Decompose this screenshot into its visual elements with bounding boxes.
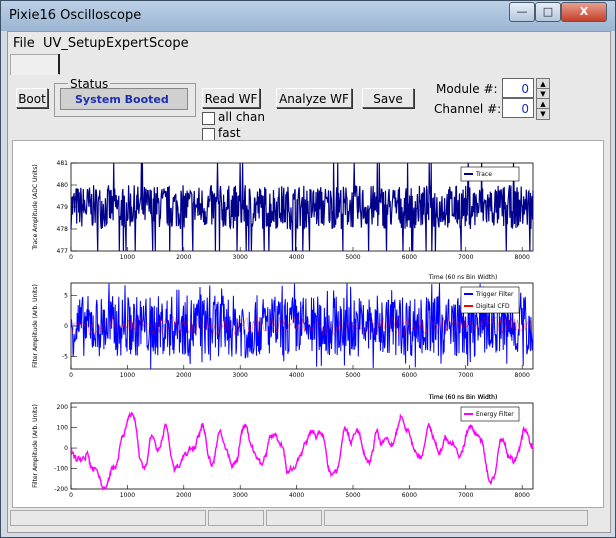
x-tick-label: 4000 [289, 254, 304, 261]
x-tick-label: 7000 [458, 254, 473, 261]
menu-file[interactable]: File [13, 36, 35, 51]
boot-button[interactable]: Boot [16, 88, 48, 108]
x-tick-label: 6000 [402, 372, 417, 379]
legend-entry: Trigger Filter [475, 291, 514, 298]
y-tick-label: 5 [64, 292, 68, 299]
x-tick-label: 3000 [233, 254, 248, 261]
read-wf-button[interactable]: Read WF [202, 88, 260, 108]
x-tick-label: 3000 [233, 492, 248, 499]
module-label: Module #: [436, 82, 498, 96]
status-bar-section-3 [266, 510, 322, 526]
x-tick-label: 0 [69, 254, 73, 261]
fast-label: fast [218, 126, 241, 140]
tab-divider [58, 54, 60, 74]
y-tick-label: 481 [57, 160, 69, 167]
y-tick-label: 479 [57, 204, 69, 211]
main-frame: File UV_Setup Expert Scope Boot Status S… [7, 31, 611, 533]
legend-entry: Digital CFD [476, 303, 510, 310]
x-tick-label: 3000 [233, 372, 248, 379]
legend-box [460, 286, 520, 314]
y-tick-label: 480 [57, 182, 69, 189]
title-bar: Pixie16 Oscilloscope — □ X [1, 1, 615, 31]
legend-box [460, 406, 520, 422]
window-title: Pixie16 Oscilloscope [9, 8, 142, 23]
x-tick-label: 1000 [120, 254, 135, 261]
maximize-button[interactable]: □ [535, 2, 561, 22]
legend-box [460, 166, 520, 182]
status-group [54, 83, 196, 117]
legend-entry: Energy Filter [476, 411, 514, 418]
y-tick-label: 478 [57, 226, 69, 233]
menu-scope[interactable]: Scope [149, 36, 189, 51]
x-tick-label: 1000 [120, 372, 135, 379]
y-tick-label: 200 [57, 404, 69, 411]
channel-spin-down[interactable]: ▼ [536, 108, 550, 120]
x-tick-label: 0 [69, 492, 73, 499]
y-tick-label: 0 [64, 323, 68, 330]
plot-frame-3 [70, 402, 534, 490]
x-tick-label: 6000 [402, 492, 417, 499]
all-chan-label: all chan [218, 110, 265, 124]
status-bar-section-2 [208, 510, 264, 526]
minimize-button[interactable]: — [509, 2, 535, 22]
close-button[interactable]: X [561, 2, 607, 22]
x-tick-label: 2000 [176, 372, 191, 379]
menu-uv-setup[interactable]: UV_Setup [43, 36, 106, 51]
tab-strip[interactable] [10, 54, 60, 75]
y-tick-label: -100 [54, 466, 68, 473]
y-tick-label: 0 [64, 445, 68, 452]
y-axis-label: Filter Amplitude (Arb. Units) [32, 404, 39, 488]
y-tick-label: -200 [54, 486, 68, 493]
energy-filter-series-line [70, 411, 534, 491]
x-axis-label: Time (60 ns Bin Width) [428, 394, 498, 401]
x-tick-label: 4000 [289, 492, 304, 499]
status-value: System Booted [60, 88, 188, 110]
y-axis-label: Filter Amplitude (Arb. Units) [32, 284, 39, 368]
x-axis-label: Time (60 ns Bin Width) [428, 274, 498, 281]
trigger-filter-series-line [70, 283, 534, 369]
channel-label: Channel #: [434, 102, 502, 116]
x-tick-label: 7000 [458, 492, 473, 499]
status-bar-section-1 [10, 510, 206, 526]
x-tick-label: 8000 [515, 254, 530, 261]
module-input[interactable]: 0 [502, 78, 534, 98]
x-tick-label: 1000 [120, 492, 135, 499]
legend-entry: Trace [475, 171, 492, 178]
status-bar-section-4 [324, 510, 588, 526]
analyze-wf-button[interactable]: Analyze WF [276, 88, 352, 108]
trace-series-line [70, 162, 534, 252]
all-chan-checkbox[interactable] [202, 112, 215, 125]
x-tick-label: 5000 [345, 254, 360, 261]
channel-input[interactable]: 0 [502, 98, 534, 118]
x-tick-label: 8000 [515, 372, 530, 379]
y-tick-label: 477 [57, 248, 69, 255]
y-axis-label: Trace Amplitude (ADC Units) [32, 164, 39, 250]
x-tick-label: 6000 [402, 254, 417, 261]
x-tick-label: 7000 [458, 372, 473, 379]
x-tick-label: 8000 [515, 492, 530, 499]
y-tick-label: 100 [57, 425, 69, 432]
oscilloscope-plots: 0 1000 2000 3000 4000 5000 6000 7000 80004774784… [32, 160, 534, 499]
x-tick-label: 0 [69, 372, 73, 379]
status-legend: Status [68, 77, 111, 91]
x-axis-label-3: Time (60 ns Bin Width) [428, 394, 498, 401]
y-tick-label: -5 [62, 354, 68, 361]
plot-canvas[interactable]: 0 1000 2000 3000 4000 5000 6000 7000 8000 477 478 4… [12, 140, 604, 508]
save-button[interactable]: Save [362, 88, 414, 108]
menu-bar: File UV_Setup Expert Scope [8, 32, 610, 54]
digital-cfd-series-line [70, 315, 534, 336]
menu-expert[interactable]: Expert [106, 36, 149, 51]
x-tick-label: 2000 [176, 254, 191, 261]
x-tick-label: 4000 [289, 372, 304, 379]
x-tick-label: 2000 [176, 492, 191, 499]
x-tick-label: 5000 [345, 492, 360, 499]
x-tick-label: 5000 [345, 372, 360, 379]
